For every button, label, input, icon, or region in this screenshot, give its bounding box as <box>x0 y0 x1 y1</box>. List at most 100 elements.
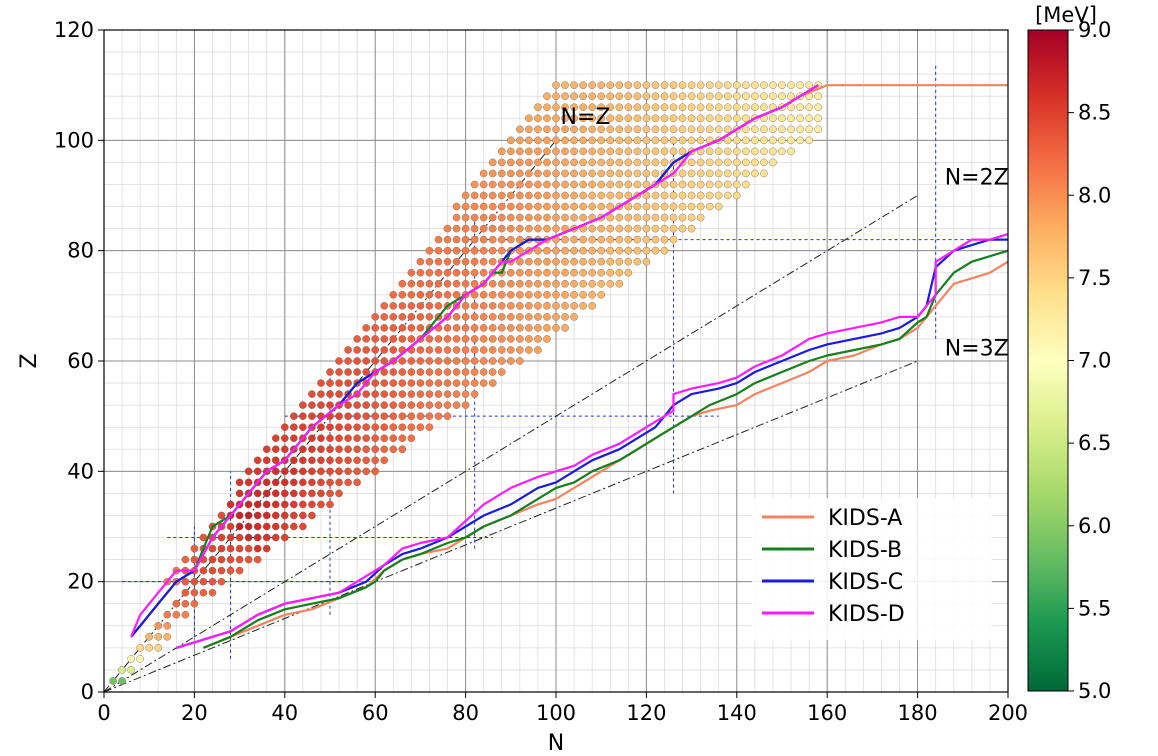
nucleus-point <box>579 180 587 189</box>
nucleus-point <box>814 103 822 112</box>
nucleus-point <box>642 92 651 100</box>
nucleus-point <box>751 81 759 89</box>
nucleus-point <box>371 357 380 365</box>
nucleus-point <box>534 346 542 354</box>
nucleus-point <box>597 81 606 89</box>
x-axis-ticks: 0 20 40 60 80 100 120 140 160 180 200 <box>97 692 1028 725</box>
nucleus-point <box>488 235 497 244</box>
nucleus-point <box>416 423 425 432</box>
nucleus-point <box>787 114 795 123</box>
nucleus-point <box>543 147 551 156</box>
nucleus-point <box>479 346 488 354</box>
nucleus-point <box>398 279 407 288</box>
nucleus-point <box>615 191 624 200</box>
nucleus-point <box>678 114 687 123</box>
nucleus-point <box>525 313 533 321</box>
nucleus-point <box>407 379 416 387</box>
nucleus-point <box>597 92 606 100</box>
nucleus-point <box>543 279 551 288</box>
nucleus-point <box>461 335 470 343</box>
nucleus-point <box>271 533 280 542</box>
nucleus-point <box>543 169 551 178</box>
nucleus-point <box>579 246 587 255</box>
nucleus-point <box>353 401 361 409</box>
nucleus-point <box>570 136 578 145</box>
nucleus-point <box>398 324 407 332</box>
nucleus-point <box>461 202 470 211</box>
nucleus-point <box>805 114 813 123</box>
nucleus-point <box>561 268 569 277</box>
nucleus-point <box>497 368 506 376</box>
colorbar-unit: [MeV] <box>1035 3 1097 27</box>
nucleus-point <box>642 191 651 200</box>
nucleus-point <box>633 92 642 100</box>
nucleus-point <box>742 180 750 189</box>
nucleus-point <box>760 169 768 178</box>
nucleus-point <box>570 235 578 244</box>
nucleus-point <box>235 522 244 531</box>
nucleus-point <box>479 224 488 233</box>
nucleus-point <box>226 555 235 564</box>
nucleus-point <box>561 103 569 112</box>
nucleus-point <box>660 246 669 255</box>
nucleus-point <box>705 92 714 100</box>
nucleus-point <box>805 81 813 89</box>
nucleus-point <box>534 224 542 233</box>
nucleus-point <box>705 202 714 211</box>
nucleus-point <box>787 103 795 112</box>
nucleus-point <box>606 158 615 167</box>
nucleus-point <box>353 478 361 487</box>
nucleus-point <box>579 202 587 211</box>
nucleus-point <box>525 213 533 222</box>
nucleus-point <box>597 257 606 266</box>
nucleus-point <box>398 445 407 454</box>
nucleus-point <box>660 158 669 167</box>
nucleus-point <box>470 246 479 255</box>
nucleus-point <box>506 180 515 189</box>
nucleus-point <box>579 169 587 178</box>
nucleus-point <box>371 346 380 354</box>
nucleus-point <box>353 423 361 432</box>
nucleus-point <box>687 213 696 222</box>
nucleus-point <box>787 136 795 145</box>
nucleus-point <box>597 114 606 123</box>
nucleus-point <box>714 103 723 112</box>
nucleus-point <box>534 257 542 266</box>
nucleus-point <box>633 81 642 89</box>
nucleus-point <box>280 489 289 498</box>
nucleus-point <box>552 302 560 310</box>
nucleus-point <box>543 268 551 277</box>
y-tick-label: 0 <box>81 680 94 704</box>
nucleus-point <box>416 324 425 332</box>
nucleus-point <box>796 81 804 89</box>
nucleus-point <box>597 279 606 288</box>
colorbar-tick-label: 8.5 <box>1078 101 1111 125</box>
nucleus-point <box>642 147 651 156</box>
nucleus-point <box>669 114 678 123</box>
nucleus-point <box>742 103 750 112</box>
nucleus-point <box>606 257 615 266</box>
nucleus-point <box>705 191 714 200</box>
nucleus-point <box>425 302 434 310</box>
nucleus-point <box>308 390 316 398</box>
nucleus-point <box>244 511 253 520</box>
nucleus-point <box>235 555 244 564</box>
nucleus-point <box>217 533 226 542</box>
nucleus-point <box>597 125 606 134</box>
nucleus-point <box>479 191 488 200</box>
nucleus-point <box>470 202 479 211</box>
nucleus-point <box>687 224 696 233</box>
nucleus-point <box>326 500 334 509</box>
nucleus-point <box>633 125 642 134</box>
nucleus-point <box>299 467 307 476</box>
nucleus-point <box>317 456 325 465</box>
nucleus-point <box>624 136 633 145</box>
nucleus-point <box>597 103 606 112</box>
colorbar-tick-label: 7.0 <box>1078 349 1111 373</box>
x-tick-label: 100 <box>536 701 576 725</box>
nucleus-point <box>588 114 596 123</box>
nucleus-point <box>235 533 244 542</box>
nucleus-point <box>516 125 524 134</box>
nucleus-point <box>814 125 822 134</box>
nucleus-point <box>371 412 380 420</box>
